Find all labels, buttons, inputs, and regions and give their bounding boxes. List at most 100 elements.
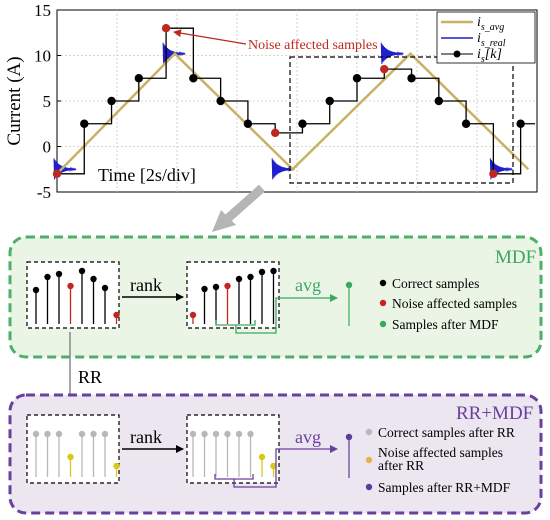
noise-burst — [380, 42, 404, 64]
mdf-legend-correct: Correct samples — [392, 276, 479, 291]
rrmdf-ranked-box — [186, 414, 280, 484]
zoom-region-box — [289, 56, 514, 184]
correct-sample — [461, 119, 471, 128]
mdf-samples-box — [26, 261, 120, 329]
y-tick-label: 0 — [43, 138, 52, 157]
chart-legend: is_avg is_real is[k] — [436, 11, 536, 65]
correct-sample — [407, 74, 416, 83]
rrmdf-raw-samples — [32, 430, 120, 477]
sample-dot — [224, 282, 231, 290]
correct-sample — [243, 119, 253, 128]
sample-dot — [32, 286, 40, 294]
legend-avg-label: is_avg — [477, 15, 504, 33]
sample-dot — [90, 275, 97, 283]
correct-sample — [298, 119, 307, 128]
y-tick-label: 15 — [34, 1, 51, 20]
mdf-legend-noise-dot — [379, 299, 387, 307]
sample-dot — [32, 430, 40, 438]
correct-sample — [107, 96, 116, 106]
mdf-title: MDF — [495, 247, 536, 268]
sample-dot — [189, 430, 197, 438]
correct-sample — [434, 96, 444, 106]
mdf-output-sample — [345, 281, 353, 289]
sample-dot — [101, 430, 109, 438]
series-i-s-k-points — [52, 24, 525, 178]
mdf-raw-samples — [32, 267, 120, 324]
sample-dot — [258, 268, 266, 276]
rrmdf-output-sample — [345, 433, 353, 441]
sample-dot — [78, 430, 86, 438]
sample-dot — [201, 430, 208, 438]
sample-dot — [101, 284, 109, 292]
correct-sample — [189, 74, 198, 83]
y-axis-ticks: -5 0 5 10 15 — [34, 1, 61, 202]
sample-dot — [67, 453, 74, 461]
rrmdf-avg-label: avg — [295, 427, 321, 447]
y-axis-label: Current (A) — [4, 56, 25, 145]
zoom-to-filter-arrowhead — [212, 210, 236, 232]
mdf-avg-arrow — [235, 294, 338, 334]
sample-dot — [247, 273, 254, 281]
sample-dot — [270, 267, 277, 275]
correct-sample — [516, 119, 525, 128]
mdf-ranked-samples — [189, 267, 277, 324]
mdf-panel: MDF rank avg Correct samples Noise affec… — [8, 235, 543, 359]
correct-sample — [325, 96, 334, 106]
sample-dot — [201, 285, 208, 293]
rrmdf-legend-noise-dot — [365, 456, 373, 464]
rrmdf-avg-arrow — [233, 445, 338, 488]
correct-sample — [216, 96, 225, 106]
noise-affected-sample — [161, 24, 171, 33]
sample-dot — [55, 270, 63, 278]
y-tick-label: 5 — [43, 92, 52, 111]
sample-dot — [212, 283, 220, 291]
series-i-s-avg — [56, 51, 530, 175]
mdf-rank-label: rank — [130, 275, 162, 295]
legend-sk-marker — [453, 50, 461, 58]
noise-affected-sample — [489, 169, 498, 178]
rrmdf-legend-after: Samples after RR+MDF — [378, 480, 511, 495]
noise-burst — [162, 42, 186, 64]
mdf-legend-correct-dot — [379, 279, 387, 287]
zoom-to-filter-arrow — [223, 184, 265, 224]
noise-annotation-label: Noise affected samples — [248, 38, 378, 53]
rrmdf-legend-noise-line2: after RR — [378, 458, 424, 473]
sample-dot — [235, 275, 243, 283]
rrmdf-legend-correct: Correct samples after RR — [378, 425, 515, 440]
sample-dot — [224, 430, 231, 438]
rr-label: RR — [78, 367, 102, 387]
y-tick-label: -5 — [37, 183, 51, 202]
sample-dot — [113, 462, 120, 470]
mdf-legend-after-dot — [379, 320, 387, 328]
sample-dot — [113, 311, 120, 319]
correct-sample — [352, 74, 362, 83]
sample-dot — [44, 430, 51, 438]
sample-dot — [212, 430, 220, 438]
mdf-legend-noise: Noise affected samples — [392, 296, 517, 311]
sample-dot — [258, 453, 266, 461]
noise-affected-sample — [380, 64, 389, 74]
sample-dot — [189, 311, 197, 319]
sample-dot — [235, 430, 243, 438]
noise-affected-sample — [270, 128, 280, 138]
rrmdf-ranked-samples — [189, 430, 277, 477]
mdf-legend-after: Samples after MDF — [392, 317, 499, 332]
sample-dot — [270, 462, 277, 470]
sample-dot — [78, 267, 86, 275]
correct-sample — [80, 119, 89, 128]
rrmdf-legend-noise: Noise affected samples — [378, 445, 503, 460]
sample-dot — [55, 430, 63, 438]
sample-dot — [247, 430, 254, 438]
rrmdf-legend-correct-dot — [365, 428, 373, 436]
x-axis-label: Time [2s/div] — [98, 165, 196, 185]
sample-dot — [44, 273, 51, 281]
mdf-avg-label: avg — [295, 275, 321, 295]
rrmdf-legend-after-dot — [365, 483, 373, 491]
y-tick-label: 10 — [34, 47, 51, 66]
rrmdf-samples-box — [26, 414, 120, 484]
noise-annotation-arrow — [173, 29, 247, 45]
legend-real-label: is_real — [477, 31, 506, 49]
rrmdf-title: RR+MDF — [456, 403, 533, 424]
legend-sk-label: is[k] — [477, 47, 502, 65]
